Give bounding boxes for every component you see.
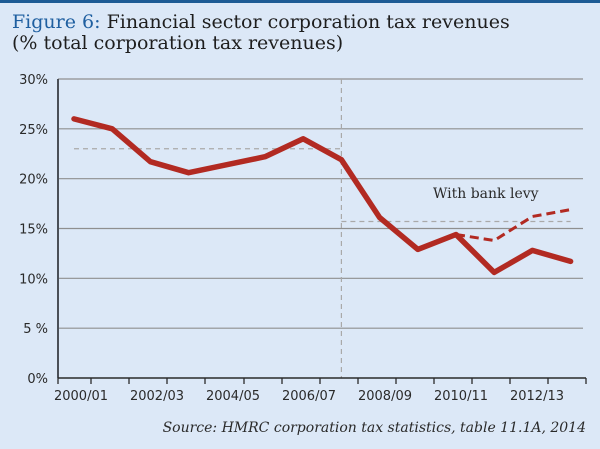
x-tick-label: 2008/09 [358,389,412,404]
x-axis-labels: 2000/01 2002/03 2004/05 2006/07 2008/09 2010/… [54,389,564,404]
x-tick-label: 2000/01 [54,389,108,404]
series-line-financial-sector [71,116,574,276]
y-tick-label: 0% [27,372,48,387]
y-tick-label: 15% [19,223,48,238]
y-tick-label: 25% [19,123,48,138]
y-tick-label: 10% [19,272,48,287]
y-axis-labels: 0% 5 % 10% 15% 20% 25% 30% [19,73,48,387]
annotation-with-bank-levy: With bank levy [433,186,539,202]
x-tick-label: 2010/11 [434,389,488,404]
title-line-1: Financial sector corporation tax revenue… [106,11,510,33]
x-tick-label: 2004/05 [206,389,260,404]
source-note: Source: HMRC corporation tax statistics,… [162,420,586,436]
y-tick-label: 20% [19,173,48,188]
x-tick-label: 2006/07 [282,389,336,404]
y-tick-label: 30% [19,73,48,88]
series-line-with-bank-levy [455,208,571,242]
reference-lines [74,79,571,378]
gridlines [58,78,583,329]
top-border [0,0,600,3]
chart-title: Figure 6: Financial sector corporation t… [12,12,592,54]
x-tick-label: 2002/03 [130,389,184,404]
x-tick-label: 2012/13 [510,389,564,404]
series [71,116,574,276]
axes [57,79,587,384]
y-tick-label: 5 % [23,322,48,337]
figure-label: Figure 6: [12,11,101,33]
title-line-2: (% total corporation tax revenues) [12,32,344,54]
